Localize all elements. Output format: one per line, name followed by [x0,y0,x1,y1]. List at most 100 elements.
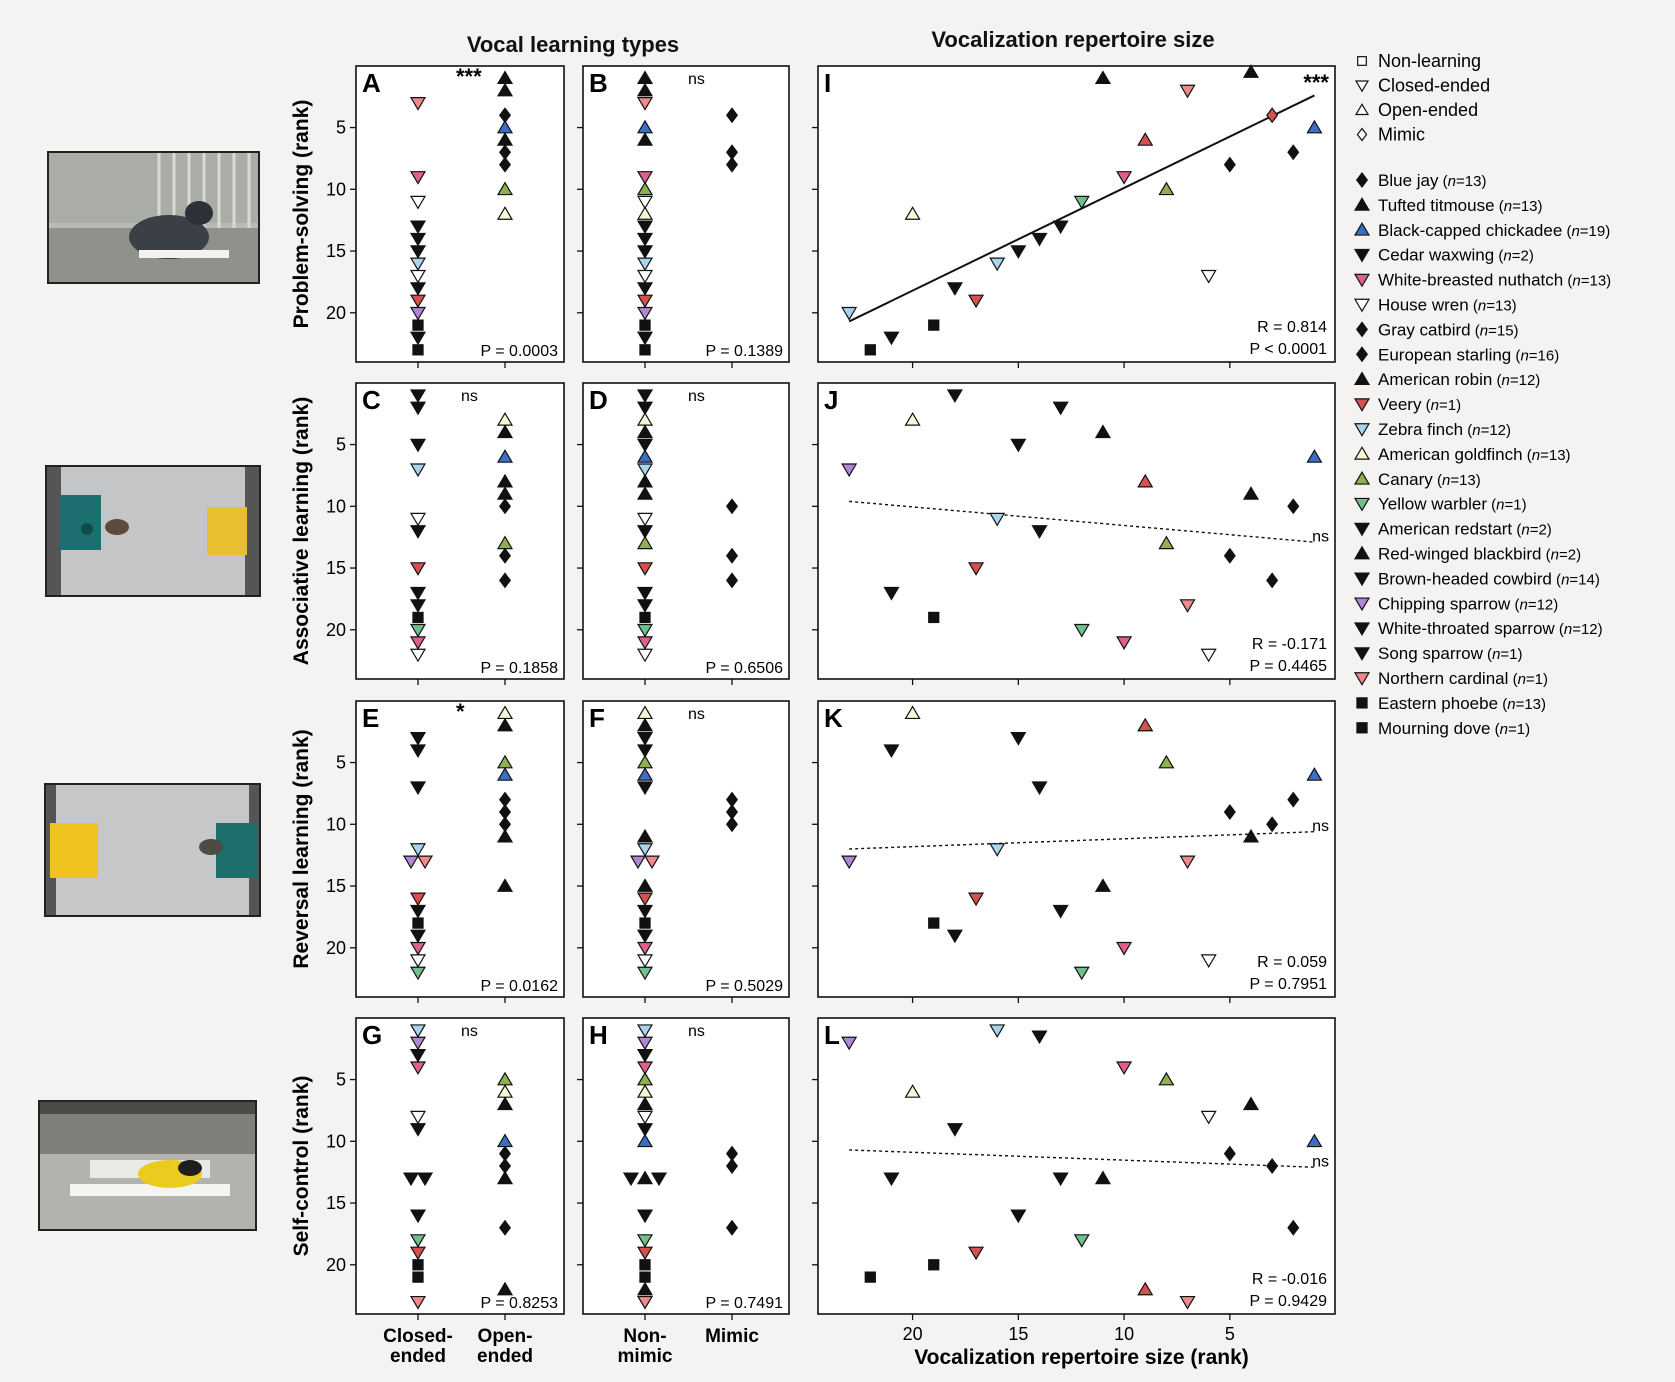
p-value-label: P = 0.1389 [705,343,783,360]
data-point [636,1036,654,1051]
legend-marker [1353,597,1371,612]
data-point [412,1259,424,1271]
data-point [989,512,1006,527]
data-point [636,1234,654,1248]
legend-species-6: Gray catbird (n=15) [1356,320,1519,339]
legend-species-label: Red-winged blackbird (n=2) [1378,545,1581,564]
y-tick-label: 15 [326,876,346,896]
legend-species-5: House wren (n=13) [1353,296,1517,315]
data-point [409,1024,427,1039]
legend-marker [1356,722,1368,734]
self-control-photo [38,1100,257,1231]
legend-marker [1356,346,1368,363]
data-point [946,929,963,944]
legend-type-label: Closed-ended [1378,76,1490,96]
data-point [636,562,654,576]
r-value-label: R = 0.814 [1257,319,1327,336]
data-point [416,855,434,870]
y-tick-label: 10 [326,179,346,199]
data-point [496,424,514,439]
species-n-value: =15) [1488,322,1518,339]
data-point [636,1049,654,1063]
data-point [636,306,654,321]
species-name: Yellow warbler [1378,495,1487,514]
species-name: Tufted titmouse [1378,196,1495,215]
species-name: American robin [1378,370,1492,389]
significance-label: *** [456,64,482,89]
data-point [409,306,427,321]
data-point [904,1084,921,1098]
legend-species-label: American goldfinch (n=13) [1378,445,1571,464]
species-n-symbol: n [1564,621,1572,638]
species-n-symbol: n [1448,173,1456,190]
x-label-closed-ended: Closed- [383,1326,453,1347]
data-point [409,1061,427,1076]
data-point [409,1110,427,1125]
panel-letter: A [362,68,381,98]
data-point [1223,156,1236,173]
x-label-non-mimic: Non- [623,1326,666,1347]
species-n-value: =2) [1530,522,1552,539]
legend-species-19: Song sparrow (n=1) [1353,644,1523,663]
data-point [1179,855,1196,870]
data-point [496,82,514,97]
data-point [409,257,427,272]
data-point [1094,1170,1111,1185]
data-point [636,1061,654,1076]
legend-type-label: Mimic [1378,125,1425,145]
species-n-symbol: n [1518,671,1526,688]
problem-solving-photo [47,151,260,284]
data-point [409,97,427,111]
legend-species-3: Cedar waxwing (n=2) [1353,246,1534,265]
data-point [412,917,424,929]
data-point [636,171,654,185]
legend-species-14: American redstart (n=2) [1353,520,1552,539]
data-point [1073,966,1090,981]
photo-self-control-illustration [40,1102,255,1229]
species-n-symbol: n [1504,198,1512,215]
data-point [904,705,921,720]
data-point [636,636,654,650]
legend-species-13: Yellow warbler (n=1) [1353,495,1527,514]
plot-frame [817,382,1336,680]
data-point [409,648,427,663]
photo-associative-illustration [47,467,259,595]
data-point [639,319,651,331]
y-tick-label: 10 [326,496,346,516]
legend-marker [1353,197,1371,211]
significance-label: ns [1312,529,1329,546]
data-point [946,1123,963,1137]
data-point [636,535,654,550]
data-point [636,1110,654,1125]
species-name: Canary [1378,470,1433,489]
plot-frame [355,65,565,363]
data-point [636,586,654,601]
legend-species-label: Eastern phoebe (n=13) [1378,694,1546,713]
legend-marker [1353,497,1371,512]
data-point [409,463,427,478]
data-point [409,1036,427,1051]
legend-species-2: Black-capped chickadee (n=19) [1353,221,1610,240]
data-point [1052,1172,1069,1187]
data-point [409,269,427,284]
data-point [1137,473,1154,488]
data-point [1031,781,1048,796]
x-label-open-ended: Open- [478,1326,533,1347]
species-n-prefix: ( [1541,547,1550,564]
data-point [412,344,424,356]
panel-E: 5 10 15 20 E * P = 0.0162 [326,699,565,1003]
data-point [409,623,427,638]
p-value-label: P = 0.0162 [480,978,558,995]
y-axis-label: Problem-solving (rank) [290,100,313,329]
species-n-symbol: n [1442,472,1450,489]
x-label-non-mimic: mimic [618,1346,673,1367]
species-name: White-throated sparrow [1378,619,1555,638]
legend-species-12: Canary (n=13) [1353,470,1481,489]
y-tick-label: 10 [326,814,346,834]
data-point [1200,648,1217,663]
data-point [636,966,654,981]
data-point [409,1123,427,1137]
data-point [1223,547,1236,564]
species-n-symbol: n [1571,223,1579,240]
